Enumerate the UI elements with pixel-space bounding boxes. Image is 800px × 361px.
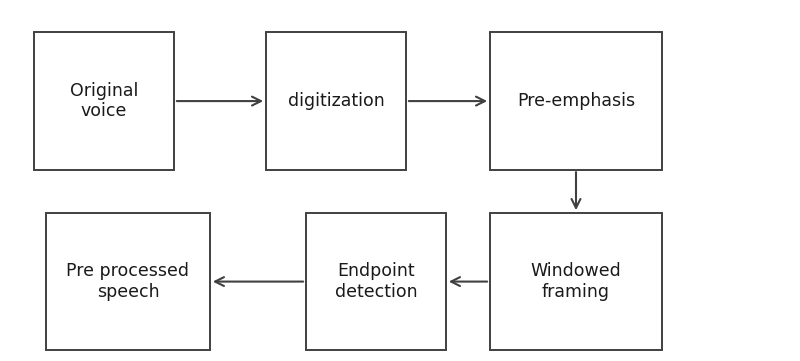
Bar [46,213,210,350]
Bar [266,32,406,170]
Text: Pre-emphasis: Pre-emphasis [517,92,635,110]
Text: Original
voice: Original voice [70,82,138,121]
Text: Windowed
framing: Windowed framing [530,262,622,301]
Bar [490,213,662,350]
Bar [490,32,662,170]
Text: Pre processed
speech: Pre processed speech [66,262,190,301]
Text: digitization: digitization [288,92,384,110]
Bar [306,213,446,350]
Text: Endpoint
detection: Endpoint detection [334,262,418,301]
Bar [34,32,174,170]
